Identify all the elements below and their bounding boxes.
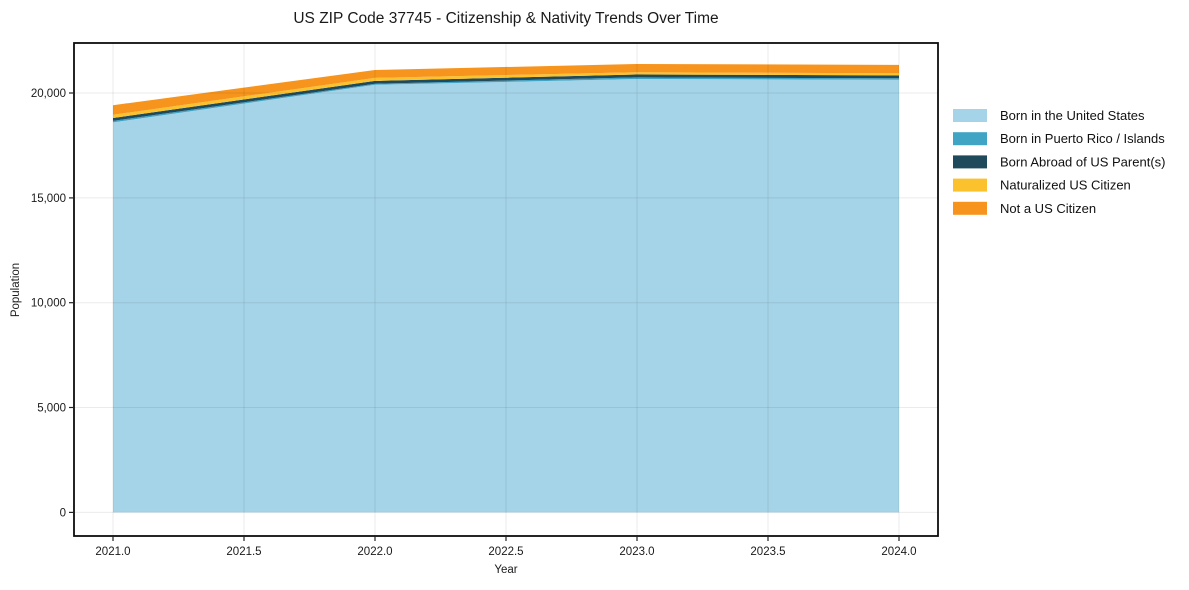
area-series-born-abroad-of-us-parent-s: [113, 74, 899, 121]
x-tick-label: 2021.5: [226, 546, 261, 558]
y-tick-label: 15,000: [31, 193, 66, 205]
x-tick-label: 2021.0: [95, 546, 130, 558]
x-tick-labels: 2021.0 2021.5 2022.0 2022.5 2023.0 2023.5 2024…: [95, 546, 916, 558]
gridlines: [74, 43, 938, 536]
x-tick-label: 2024.0: [881, 546, 916, 558]
legend: Born in the United States Born in Puerto …: [953, 108, 1165, 216]
legend-swatch: [953, 201, 987, 215]
area-series-not-a-us-citizen: [113, 64, 899, 115]
legend-swatch: [953, 155, 987, 169]
y-tick-label: 20,000: [31, 88, 66, 100]
y-axis-label: Population: [10, 263, 22, 317]
chart-title: US ZIP Code 37745 - Citizenship & Nativi…: [293, 10, 718, 27]
y-tick-label: 0: [60, 507, 66, 519]
legend-label: Born in Puerto Rico / Islands: [1000, 131, 1165, 146]
axis-ticks: [69, 92, 900, 541]
legend-swatch: [953, 109, 987, 122]
legend-swatch: [953, 132, 987, 146]
legend-item: Born in the United States: [953, 108, 1145, 123]
y-tick-label: 10,000: [31, 298, 66, 310]
legend-label: Born Abroad of US Parent(s): [1000, 154, 1165, 169]
legend-item: Not a US Citizen: [953, 201, 1096, 216]
x-tick-label: 2022.0: [357, 546, 392, 558]
legend-item: Born in Puerto Rico / Islands: [953, 131, 1165, 146]
legend-label: Naturalized US Citizen: [1000, 178, 1131, 193]
legend-label: Not a US Citizen: [1000, 201, 1096, 216]
area-series-naturalized-us-citizen: [113, 72, 899, 118]
y-tick-labels: 0 5,000 10,000 15,000 20,000: [31, 88, 66, 519]
y-tick-label: 5,000: [37, 403, 66, 415]
area-series-group: [113, 64, 899, 513]
area-series-born-in-the-united-states: [113, 79, 899, 513]
legend-label: Born in the United States: [1000, 108, 1145, 123]
legend-item: Born Abroad of US Parent(s): [953, 154, 1165, 169]
x-tick-label: 2022.5: [488, 546, 523, 558]
legend-swatch: [953, 178, 987, 192]
legend-item: Naturalized US Citizen: [953, 178, 1131, 193]
x-axis-label: Year: [494, 564, 517, 576]
x-tick-label: 2023.0: [619, 546, 654, 558]
x-tick-label: 2023.5: [750, 546, 785, 558]
